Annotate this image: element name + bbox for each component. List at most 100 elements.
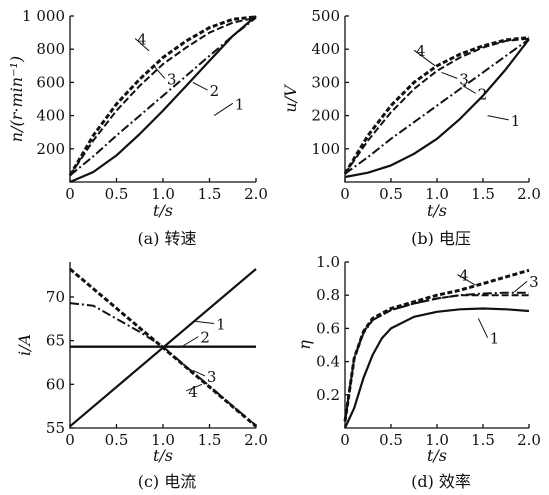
series-label-4: 4 — [137, 31, 147, 49]
series-label-1: 1 — [235, 95, 245, 113]
y-tick-label: 400 — [311, 40, 340, 58]
series-label-4: 4 — [459, 267, 469, 285]
series-label-3: 3 — [459, 70, 469, 88]
y-tick-label: 70 — [46, 288, 65, 306]
x-tick-label: 0 — [65, 431, 75, 449]
label-leader — [441, 71, 458, 79]
series-label-1: 1 — [490, 330, 500, 348]
series-line-2 — [69, 16, 257, 177]
y-tick-label: 200 — [311, 107, 340, 125]
label-leader — [213, 102, 234, 117]
panel-caption: (b) 电压 — [411, 229, 471, 248]
x-tick-label: 1.5 — [198, 185, 222, 203]
x-tick-label: 2.0 — [244, 431, 268, 449]
series-line-3 — [344, 37, 530, 175]
x-tick-label: 1.0 — [425, 431, 449, 449]
label-leader — [192, 81, 208, 91]
x-tick-label: 0.5 — [379, 185, 403, 203]
label-leader — [192, 369, 206, 377]
label-leader — [487, 115, 509, 121]
y-tick-label: 55 — [46, 419, 65, 437]
label-leader — [186, 383, 203, 392]
x-tick-label: 0.5 — [105, 185, 129, 203]
label-leader — [456, 274, 476, 286]
chart-a: 0 0.5 1.0 1.5 2.0 200 400 600 800 1 000 12 3 4 t/s n/(… — [7, 7, 268, 248]
panel-caption: (a) 转速 — [137, 229, 196, 248]
label-leader — [195, 320, 215, 325]
series-line-1 — [344, 307, 530, 429]
y-tick-label: 0.6 — [316, 319, 340, 337]
y-tick-label: 1.0 — [316, 253, 340, 271]
x-tick-label: 2.0 — [517, 185, 541, 203]
x-axis-label: t/s — [153, 446, 173, 465]
label-leader — [413, 49, 436, 67]
label-leader — [513, 280, 528, 293]
chart-d: 0 0.5 1.0 1.5 2.0 0.2 0.4 0.6 0.8 1.0 1 3 4 t/s η (d) 效… — [295, 253, 541, 491]
x-tick-label: 0.5 — [379, 431, 403, 449]
y-tick-label: 0.2 — [316, 386, 340, 404]
series-line-1 — [344, 38, 530, 179]
axis-frame — [344, 262, 529, 429]
x-axis-label: t/s — [427, 446, 447, 465]
series-line-3 — [344, 294, 529, 422]
series-label-2: 2 — [200, 329, 210, 347]
x-tick-label: 1.5 — [198, 431, 222, 449]
y-tick-label: 300 — [311, 73, 340, 91]
label-leader — [462, 85, 476, 94]
x-tick-label: 0 — [340, 431, 350, 449]
series-label-3: 3 — [207, 368, 217, 386]
label-leader — [181, 336, 199, 348]
series-line-1 — [69, 15, 257, 184]
y-axis-label: n/(r·min⁻¹) — [7, 56, 26, 142]
y-tick-label: 200 — [36, 140, 65, 158]
y-tick-label: 0.8 — [316, 286, 340, 304]
chart-c: 0 0.5 1.0 1.5 2.0 55 60 65 70 12 34 t/s i/A (c) 电流 — [15, 262, 268, 491]
series-line-3 — [69, 302, 257, 427]
x-tick-label: 1.0 — [151, 431, 175, 449]
panel-caption: (d) 效率 — [411, 472, 471, 491]
x-tick-label: 1.5 — [471, 185, 495, 203]
y-axis-label: u/V — [281, 84, 300, 113]
y-tick-label: 0.4 — [316, 353, 340, 371]
panel-caption: (c) 电流 — [138, 472, 197, 491]
series-line-3 — [69, 16, 257, 176]
x-tick-label: 2.0 — [244, 185, 268, 203]
y-axis-label: η — [295, 340, 314, 350]
series-label-2: 2 — [210, 82, 220, 100]
x-tick-label: 0 — [65, 185, 75, 203]
series-line-2 — [344, 38, 530, 175]
series-line-4 — [343, 268, 530, 422]
series-label-4: 4 — [188, 383, 198, 401]
x-tick-label: 1.0 — [151, 185, 175, 203]
series-label-3: 3 — [529, 273, 539, 291]
label-leader — [477, 318, 489, 338]
y-axis-label: i/A — [15, 334, 34, 356]
series-label-4: 4 — [416, 42, 426, 60]
x-axis-label: t/s — [153, 201, 173, 220]
label-leader — [134, 38, 150, 52]
y-tick-label: 1 000 — [22, 7, 65, 25]
series-label-1: 1 — [511, 112, 521, 130]
y-tick-label: 65 — [46, 332, 65, 350]
y-tick-label: 500 — [311, 7, 340, 25]
x-tick-label: 2.0 — [517, 431, 541, 449]
series-label-1: 1 — [216, 316, 226, 334]
label-leader — [153, 65, 166, 79]
series-line-4 — [69, 267, 257, 428]
x-tick-label: 0 — [340, 185, 350, 203]
x-tick-label: 0.5 — [105, 431, 129, 449]
y-tick-label: 400 — [36, 107, 65, 125]
chart-b: 0 0.5 1.0 1.5 2.0 100 200 300 400 500 1 23 4 t/s u/V (b… — [281, 7, 541, 248]
y-tick-label: 100 — [311, 140, 340, 158]
series-label-3: 3 — [167, 70, 177, 88]
x-axis-label: t/s — [427, 201, 447, 220]
y-tick-label: 60 — [46, 375, 65, 393]
series-line-4 — [68, 15, 257, 177]
series-line-4 — [343, 36, 530, 175]
x-tick-label: 1.0 — [425, 185, 449, 203]
series-label-2: 2 — [478, 85, 488, 103]
y-tick-label: 600 — [36, 73, 65, 91]
x-tick-label: 1.5 — [471, 431, 495, 449]
y-tick-label: 800 — [36, 40, 65, 58]
